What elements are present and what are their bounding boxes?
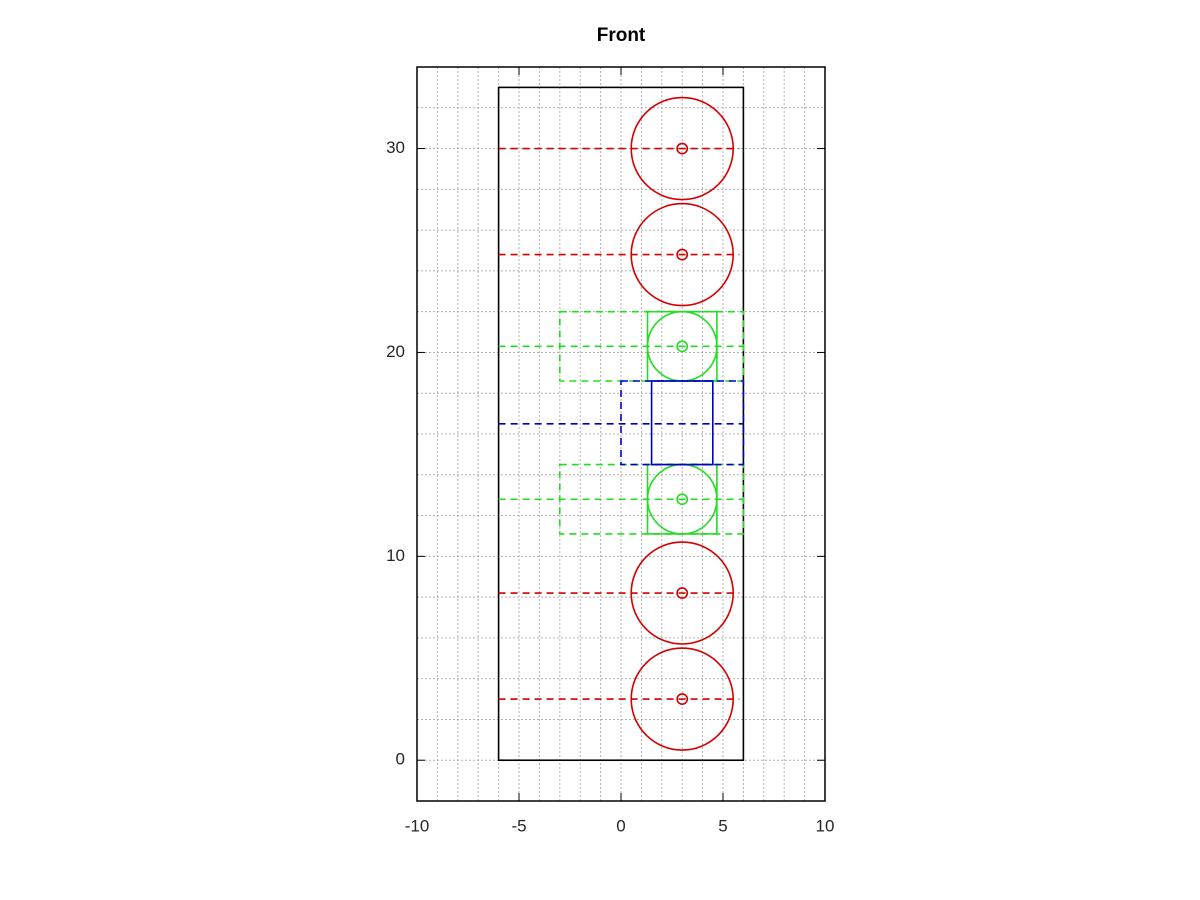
y-tick-label: 0 bbox=[396, 750, 405, 769]
x-tick-label: -10 bbox=[405, 816, 430, 835]
y-tick-label: 30 bbox=[386, 138, 405, 157]
circle bbox=[676, 340, 689, 353]
circle bbox=[676, 587, 689, 599]
y-tick-label: 10 bbox=[386, 546, 405, 565]
y-tick-label: 20 bbox=[386, 342, 405, 361]
x-tick-label: 0 bbox=[616, 816, 625, 835]
circle bbox=[676, 248, 689, 261]
circle bbox=[676, 693, 689, 705]
x-tick-label: 10 bbox=[816, 816, 835, 835]
axes-box bbox=[416, 66, 826, 802]
circle bbox=[676, 493, 689, 506]
chart-title: Front bbox=[597, 25, 646, 46]
x-tick-label: -5 bbox=[511, 816, 526, 835]
x-tick-label: 5 bbox=[718, 816, 727, 835]
rect bbox=[620, 380, 745, 466]
circle bbox=[676, 142, 689, 155]
